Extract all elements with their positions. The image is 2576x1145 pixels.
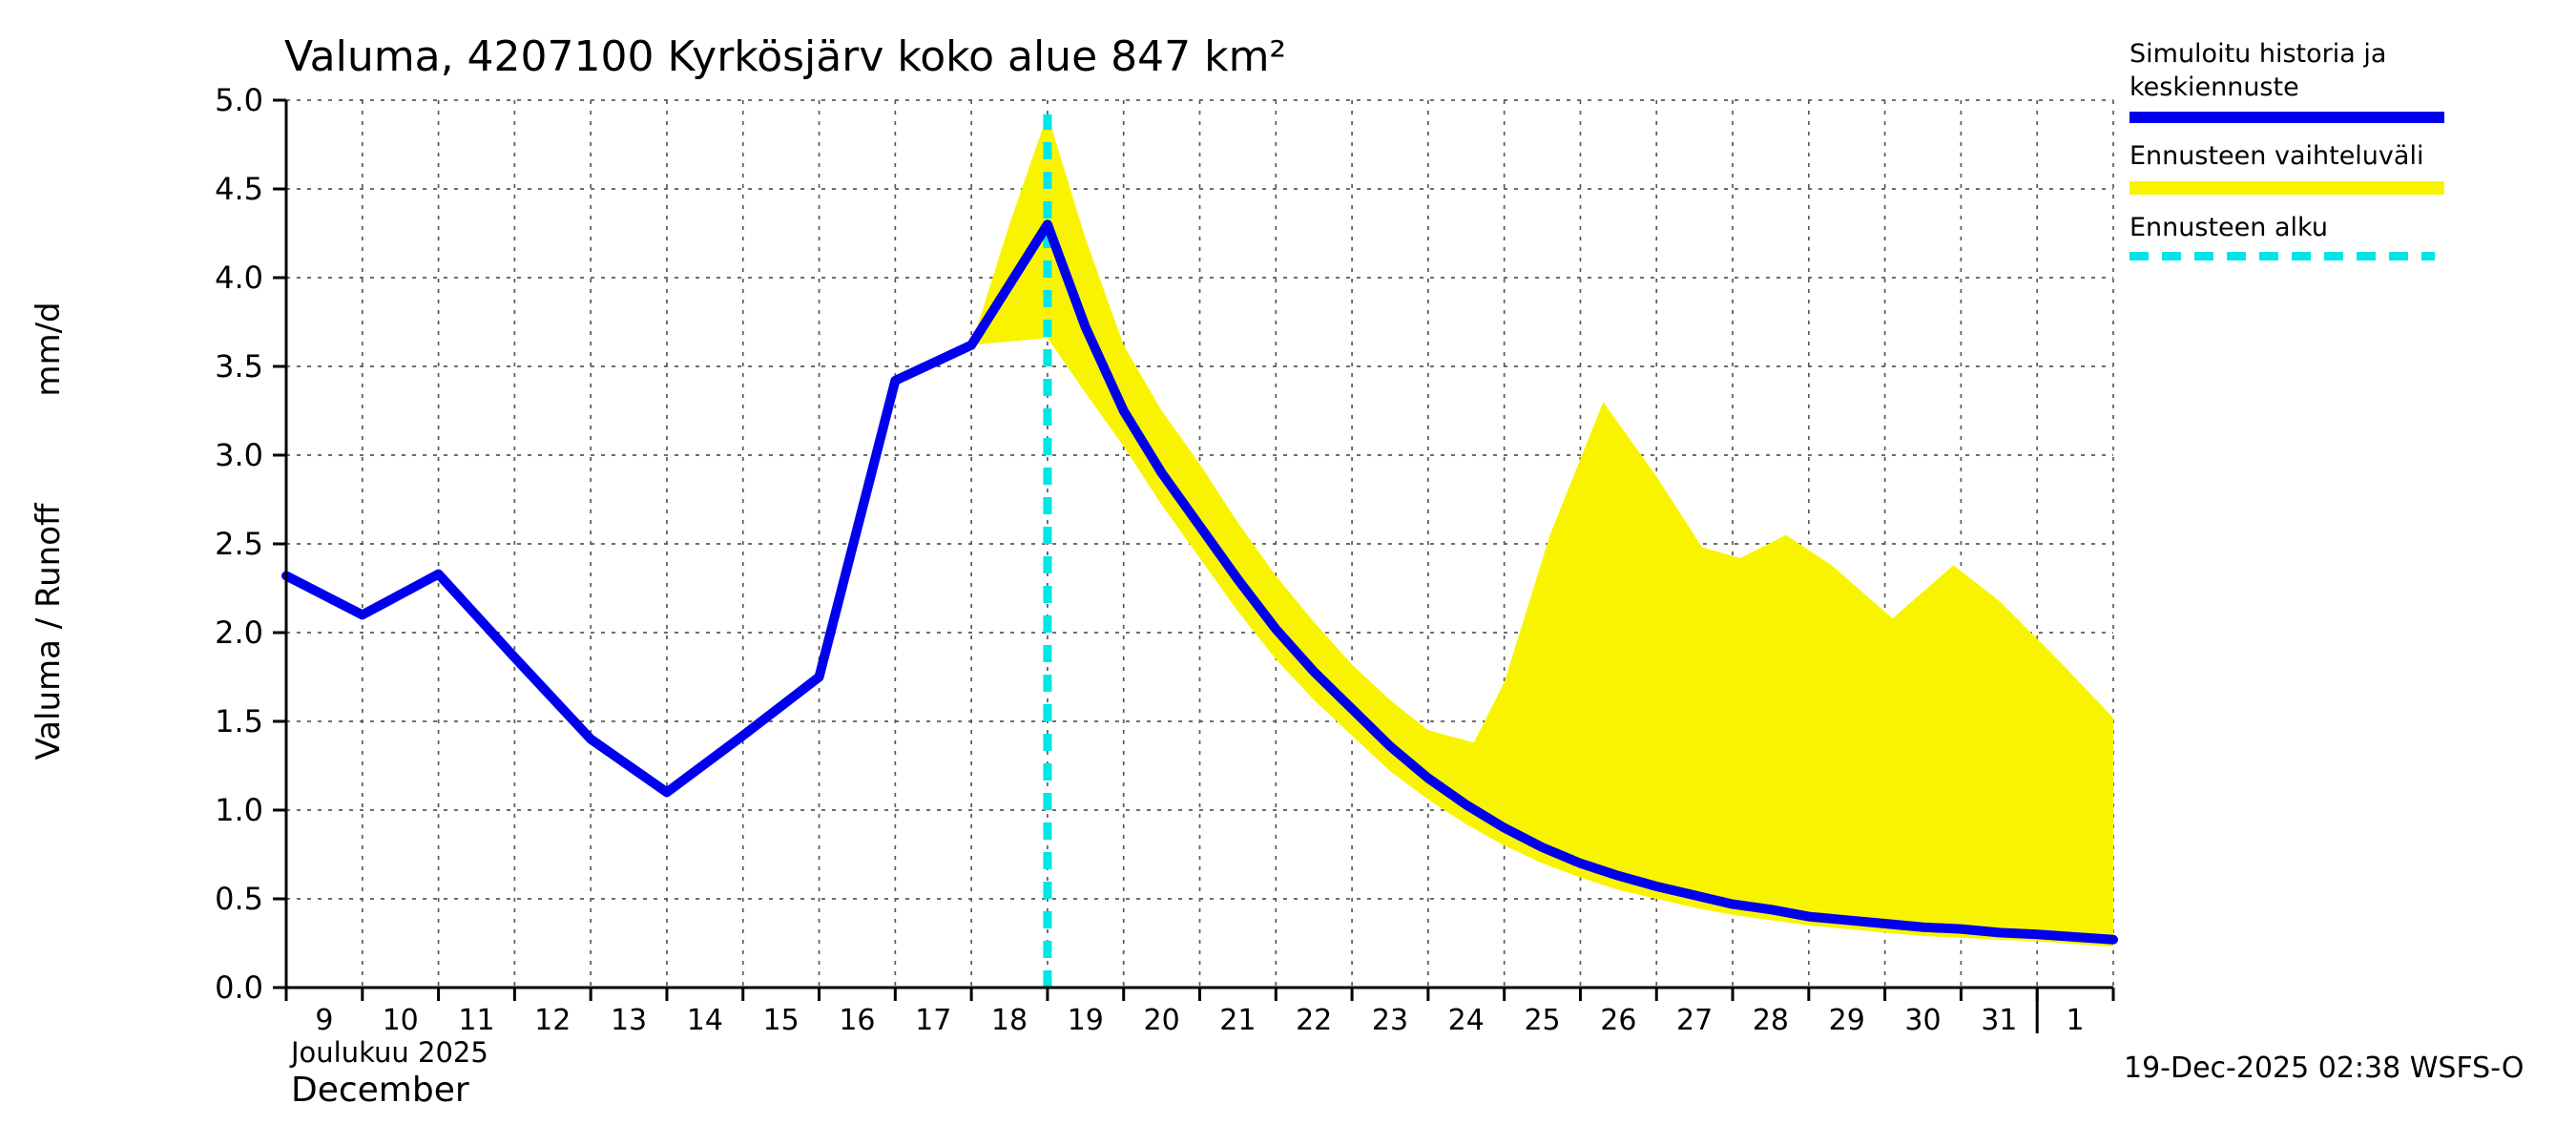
x-tick-label: 29: [1829, 1004, 1865, 1037]
legend: Simuloitu historia ja keskiennuste Ennus…: [2129, 38, 2473, 278]
y-tick-label: 4.5: [215, 171, 263, 207]
x-tick-label: 25: [1524, 1004, 1560, 1037]
x-tick-label: 21: [1219, 1004, 1256, 1037]
legend-item-history: Simuloitu historia ja keskiennuste: [2129, 38, 2473, 124]
x-tick-label: 17: [915, 1004, 951, 1037]
x-tick-label: 10: [383, 1004, 419, 1037]
x-tick-label: 26: [1600, 1004, 1636, 1037]
x-tick-label: 9: [315, 1004, 333, 1037]
y-axis-label: Valuma / Runoff: [30, 502, 68, 760]
chart-title: Valuma, 4207100 Kyrkösjärv koko alue 847…: [284, 32, 1287, 81]
x-tick-label: 31: [1981, 1004, 2017, 1037]
y-tick-label: 1.0: [215, 792, 263, 828]
y-tick-label: 2.5: [215, 526, 263, 562]
x-tick-label: 14: [687, 1004, 723, 1037]
y-tick-label: 0.5: [215, 881, 263, 917]
x-tick-label: 24: [1448, 1004, 1485, 1037]
x-axis-month-label-en: December: [291, 1071, 469, 1110]
legend-label-history: Simuloitu historia ja keskiennuste: [2129, 39, 2387, 102]
x-tick-label: 16: [839, 1004, 875, 1037]
forecast-range-band: [971, 114, 2113, 947]
x-tick-label: 15: [763, 1004, 800, 1037]
history-mean-line: [281, 219, 2118, 945]
y-axis-unit-label: mm/d: [30, 302, 68, 396]
y-tick-label: 2.0: [215, 614, 263, 651]
x-tick-label: 12: [534, 1004, 571, 1037]
legend-label-forecast-start: Ennusteen alku: [2129, 212, 2328, 242]
x-tick-label: 11: [458, 1004, 494, 1037]
x-tick-label: 18: [991, 1004, 1028, 1037]
x-tick-label: 13: [611, 1004, 647, 1037]
x-tick-label: 19: [1068, 1004, 1104, 1037]
run-timestamp: 19-Dec-2025 02:38 WSFS-O: [2124, 1051, 2524, 1085]
y-tick-label: 5.0: [215, 82, 263, 118]
y-tick-label: 0.0: [215, 969, 263, 1006]
legend-item-forecast-start: Ennusteen alku: [2129, 212, 2473, 261]
forecast-start-swatch: [2129, 252, 2435, 261]
x-tick-label: 22: [1296, 1004, 1332, 1037]
range-band-swatch: [2129, 180, 2444, 195]
y-tick-label: 1.5: [215, 703, 263, 739]
x-tick-label: 27: [1676, 1004, 1713, 1037]
x-tick-label: 23: [1372, 1004, 1408, 1037]
x-axis-month-label-fi: Joulukuu 2025: [291, 1036, 488, 1069]
legend-item-range: Ennusteen vaihteluväli: [2129, 140, 2473, 195]
x-tick-label: 28: [1753, 1004, 1789, 1037]
y-tick-label: 4.0: [215, 260, 263, 296]
y-tick-label: 3.0: [215, 437, 263, 473]
x-tick-label: 1: [2067, 1004, 2085, 1037]
x-tick-label: 20: [1144, 1004, 1180, 1037]
history-line-swatch: [2129, 112, 2444, 124]
legend-label-range: Ennusteen vaihteluväli: [2129, 141, 2424, 172]
y-tick-label: 3.5: [215, 348, 263, 385]
x-tick-label: 30: [1904, 1004, 1941, 1037]
